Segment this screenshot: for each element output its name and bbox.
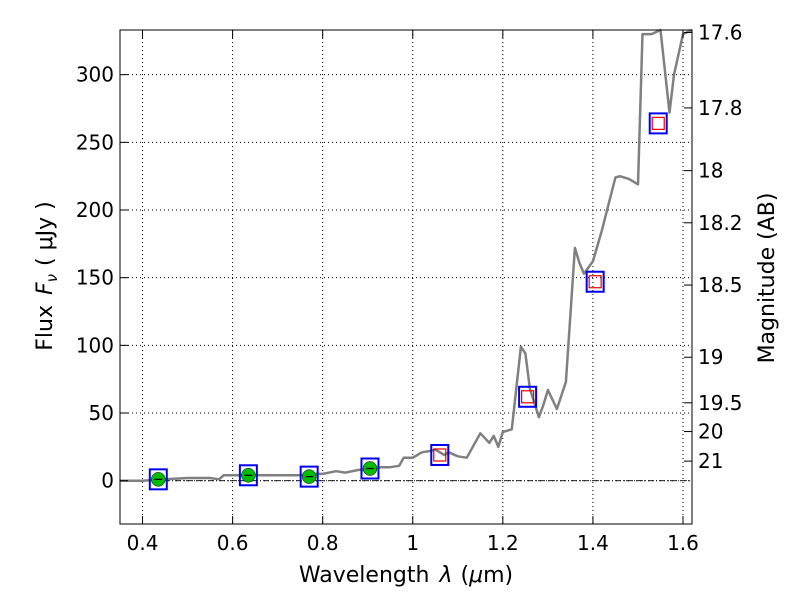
y2-tick-label: 20 (698, 420, 723, 444)
synthetic-box (585, 270, 605, 293)
synthetic-point (588, 275, 602, 289)
y-axis-label: FluxFν( μJy ) (33, 201, 61, 350)
x-tick-label: 1.4 (577, 531, 609, 555)
x-axis-ticks: 0.4 0.6 0.8 1 1.2 1.4 1.6 (127, 30, 699, 555)
y2-tick-label: 17.6 (698, 21, 743, 45)
photometry-boxes (148, 112, 668, 491)
y-tick-label: 50 (89, 401, 114, 425)
y2-tick-label: 21 (698, 449, 723, 473)
y2-axis-ticks: 17.6 17.8 18 18.2 18.5 19 19.5 20 21 (684, 21, 743, 473)
x-tick-label: 1 (406, 531, 419, 555)
synthetic-box (430, 443, 450, 466)
y2-tick-label: 18.5 (698, 273, 743, 297)
model-spectrum-line (120, 28, 693, 482)
y2-tick-label: 17.8 (698, 96, 743, 120)
y-tick-label: 0 (101, 469, 114, 493)
x-tick-label: 1.2 (487, 531, 519, 555)
synthetic-point (651, 116, 665, 130)
observed-box (360, 457, 380, 480)
x-tick-label: 1.6 (667, 531, 699, 555)
observed-box (148, 468, 168, 491)
x-tick-label: 0.6 (217, 531, 249, 555)
x-tick-label: 0.4 (127, 531, 159, 555)
y2-tick-label: 19 (698, 345, 723, 369)
observed-box (238, 464, 258, 487)
y-axis-ticks: 0 50 100 150 200 250 300 (76, 63, 128, 493)
y-tick-label: 100 (76, 333, 114, 357)
x-axis-label: Wavelength λ (μm) (299, 563, 513, 588)
x-tick-label: 0.8 (307, 531, 339, 555)
y2-axis-label: Magnitude (AB) (755, 193, 780, 364)
y-tick-label: 250 (76, 130, 114, 154)
observed-box (299, 465, 319, 488)
synthetic-point (433, 448, 447, 462)
synthetic-box (648, 112, 668, 135)
synthetic-point (521, 390, 535, 404)
y2-tick-label: 19.5 (698, 391, 743, 415)
y-tick-label: 150 (76, 266, 114, 290)
photometry-points (151, 116, 665, 487)
y2-tick-label: 18.2 (698, 211, 743, 235)
grid-layer (120, 30, 692, 524)
y-tick-label: 300 (76, 63, 114, 87)
synthetic-box (518, 385, 538, 408)
y-tick-label: 200 (76, 198, 114, 222)
y2-tick-label: 18 (698, 159, 723, 183)
plot-frame (119, 29, 693, 525)
